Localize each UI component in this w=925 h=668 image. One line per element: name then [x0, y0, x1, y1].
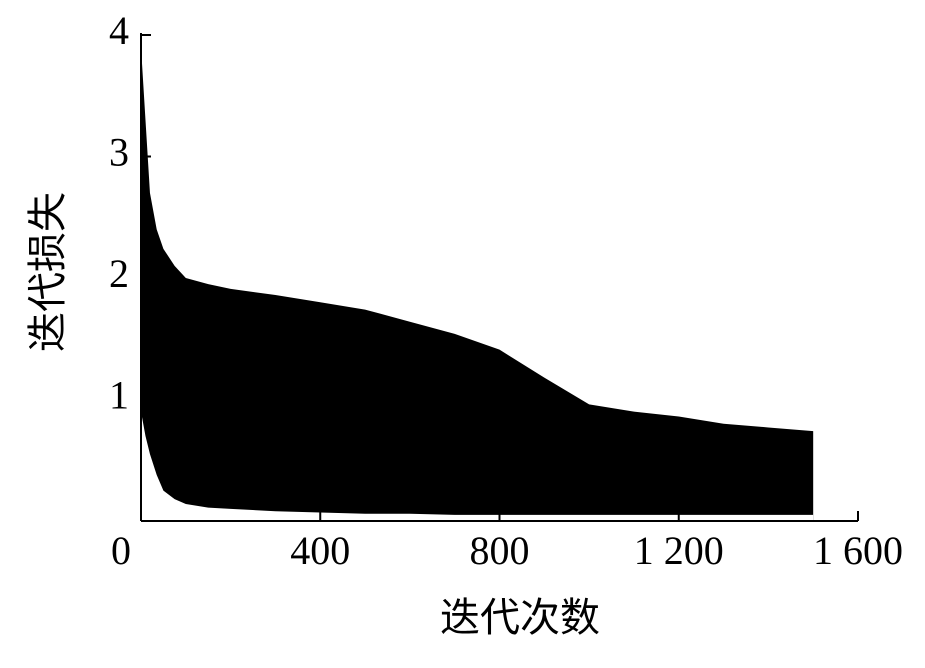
x-tick-label: 0	[111, 528, 131, 573]
x-tick-label: 1 200	[634, 528, 724, 573]
y-tick-label: 1	[109, 373, 129, 418]
x-tick-label: 400	[290, 528, 350, 573]
y-tick-label: 4	[109, 8, 129, 53]
x-tick-label: 1 600	[813, 528, 903, 573]
y-tick-label: 2	[109, 251, 129, 296]
x-axis-label: 迭代次数	[440, 595, 600, 640]
area	[141, 47, 814, 522]
x-tick-label: 800	[470, 528, 530, 573]
y-axis-label: 迭代损失	[25, 192, 70, 352]
y-tick-label: 3	[109, 130, 129, 175]
area	[141, 411, 814, 521]
